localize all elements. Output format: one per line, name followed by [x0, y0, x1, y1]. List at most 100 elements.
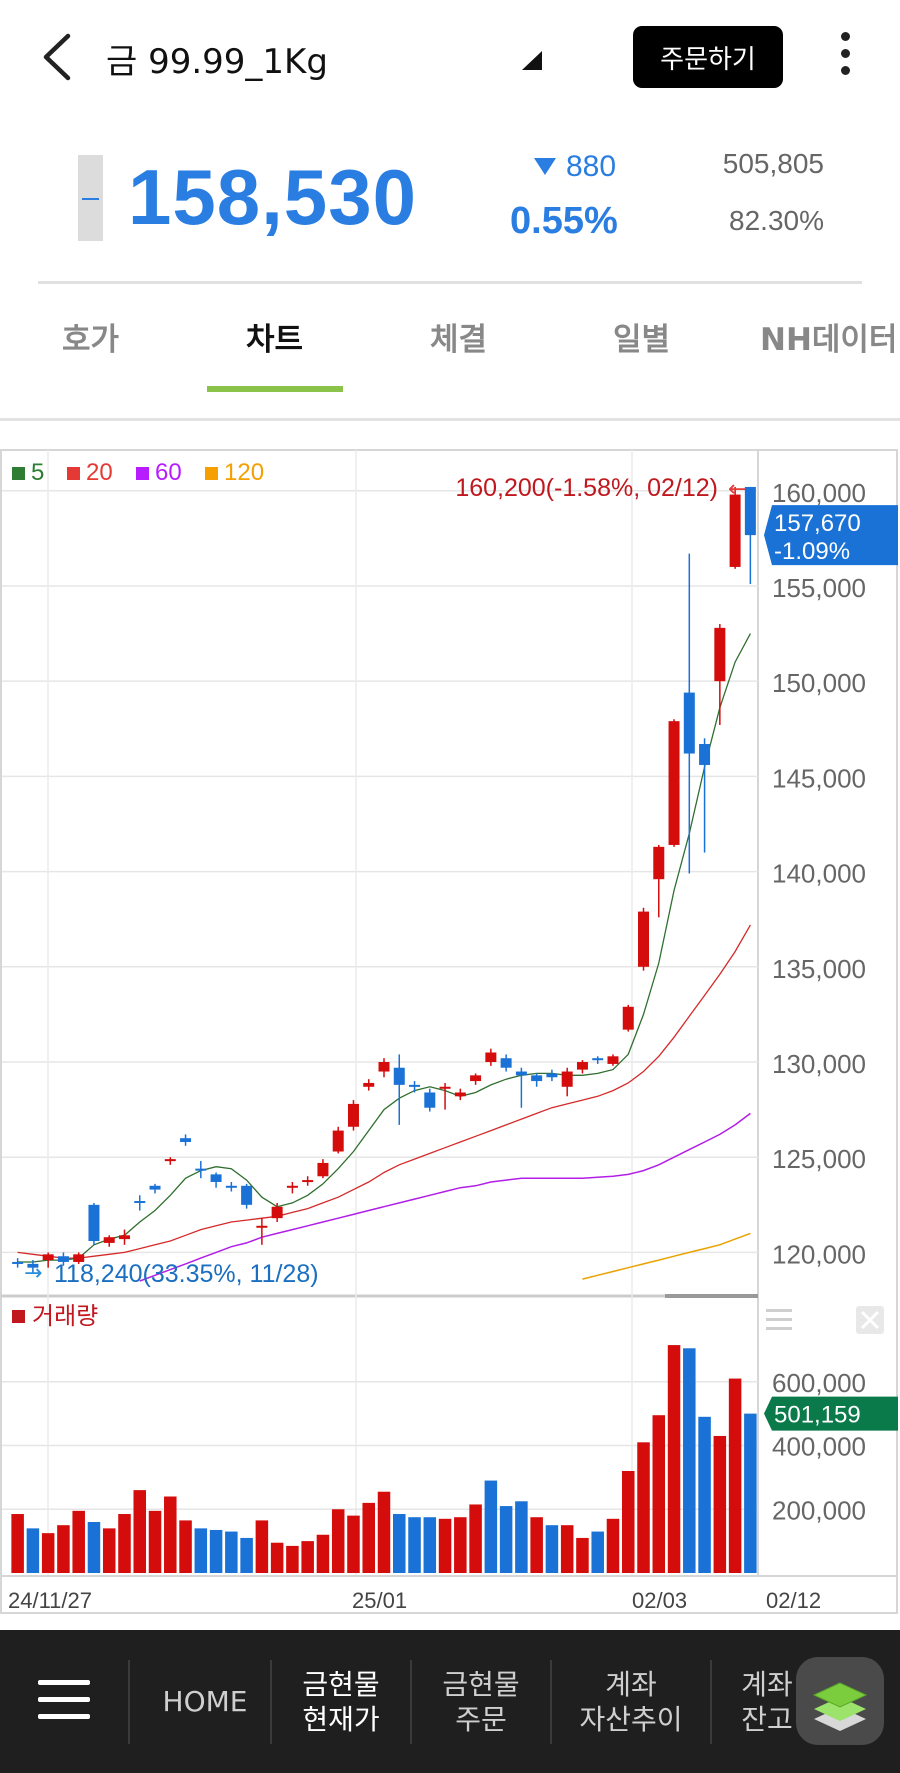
x-tick-label: 02/03: [632, 1588, 687, 1613]
volume-bar: [209, 1529, 223, 1573]
volume-bar: [683, 1348, 696, 1573]
candle-body: [88, 1204, 100, 1242]
volume-bar: [41, 1533, 55, 1573]
nav-gold-quote[interactable]: 금현물 현재가: [272, 1630, 410, 1773]
volume-bar: [560, 1525, 574, 1573]
candle-body: [714, 627, 726, 682]
volume-bar: [270, 1542, 284, 1573]
bottom-nav: HOME 금현물 현재가 금현물 주문 계좌 자산추이 계좌 잔고: [0, 1630, 900, 1773]
candle-body: [317, 1162, 329, 1177]
volume-bar: [499, 1506, 513, 1573]
current-price-label: 157,670: [774, 510, 861, 537]
volume-bar: [667, 1345, 681, 1573]
candle-body: [164, 1159, 176, 1162]
tab-daily[interactable]: 일별: [613, 322, 671, 358]
legend-swatch: [67, 467, 80, 480]
volume-bar: [148, 1510, 162, 1573]
price-chart[interactable]: 120,000 125,000 130,000 135,000 140,000 145,0…: [0, 448, 900, 1620]
volume-bar: [530, 1517, 543, 1573]
order-button[interactable]: 주문하기: [633, 26, 783, 88]
price-tick-label: 145,000: [772, 763, 866, 793]
nav-account-assets[interactable]: 계좌 자산추이: [552, 1630, 710, 1773]
mini-candle-icon: [78, 155, 103, 241]
layers-icon[interactable]: [796, 1657, 884, 1745]
chart-area[interactable]: 120,000 125,000 130,000 135,000 140,000 145,0…: [0, 448, 900, 1620]
volume-bar: [728, 1378, 742, 1573]
nav-account-balance[interactable]: 계좌 잔고: [712, 1630, 822, 1773]
price-tick-label: 120,000: [772, 1239, 866, 1269]
volume-bar: [454, 1517, 467, 1573]
trade-volume: 505,805: [722, 148, 824, 179]
high-price-annotation: 160,200(-1.58%, 02/12): [455, 474, 718, 502]
pane-menu-icon: [766, 1309, 792, 1312]
volume-bar: [240, 1537, 253, 1573]
candle-body: [576, 1062, 588, 1070]
volume-bar: [362, 1502, 375, 1573]
menu-icon[interactable]: [38, 1680, 90, 1724]
candle-body: [256, 1225, 268, 1228]
candle-body: [424, 1092, 436, 1108]
candle-body: [409, 1084, 421, 1087]
price-tick-label: 135,000: [772, 954, 866, 984]
nav-home[interactable]: HOME: [140, 1630, 270, 1773]
legend-swatch: [205, 467, 218, 480]
legend-label: 5: [31, 459, 44, 486]
price-tick-label: 155,000: [772, 573, 866, 603]
volume-bar: [255, 1520, 269, 1573]
chevron-left-icon[interactable]: [38, 30, 78, 84]
volume-bar: [87, 1522, 101, 1573]
moving-average-ma120: [582, 1232, 751, 1280]
tab-nh-data[interactable]: NH데이터: [760, 322, 898, 358]
candle-body: [561, 1071, 573, 1087]
legend-swatch: [12, 467, 25, 480]
down-arrow-icon: [534, 158, 556, 175]
nav-separator: [128, 1660, 130, 1744]
volume-bar: [179, 1520, 192, 1573]
price-tick-label: 160,000: [772, 478, 866, 508]
candle-body: [638, 911, 650, 967]
volume-tick-label: 400,000: [772, 1432, 866, 1462]
volume-bar: [744, 1413, 757, 1573]
pane-menu-icon: [766, 1318, 792, 1321]
candle-body: [42, 1254, 54, 1261]
volume-bar: [118, 1514, 131, 1573]
volume-bar: [621, 1471, 635, 1573]
volume-bar: [591, 1531, 604, 1573]
candle-body: [546, 1073, 558, 1078]
candle-body: [57, 1256, 69, 1262]
current-price: 158,530: [128, 153, 417, 241]
triangle-icon[interactable]: [522, 51, 542, 70]
candle-body: [363, 1082, 375, 1087]
volume-bar: [102, 1528, 116, 1573]
candle-body: [592, 1058, 604, 1061]
tabs-divider: [0, 418, 900, 421]
tab-chart[interactable]: 차트: [246, 322, 304, 358]
tab-orderbook[interactable]: 호가: [62, 322, 120, 358]
volume-bar: [194, 1528, 208, 1573]
volume-bar: [301, 1541, 314, 1573]
price-change: 880: [566, 150, 617, 183]
current-price-pct: -1.09%: [774, 538, 850, 565]
nav-gold-order[interactable]: 금현물 주문: [412, 1630, 550, 1773]
price-tick-label: 130,000: [772, 1049, 866, 1079]
x-tick-label: 24/11/27: [8, 1588, 92, 1613]
legend-label: 120: [224, 459, 264, 486]
candle-body: [515, 1071, 527, 1076]
more-vertical-icon[interactable]: [834, 32, 856, 82]
nav-separator: [710, 1660, 712, 1744]
volume-bar: [438, 1518, 452, 1573]
candle-body: [180, 1138, 192, 1142]
candle-body: [378, 1062, 390, 1072]
moving-average-ma20: [17, 924, 751, 1259]
price-change-percent: 0.55%: [510, 200, 618, 242]
candle-body: [699, 744, 711, 765]
tab-trades[interactable]: 체결: [430, 322, 488, 358]
candle-body: [607, 1056, 619, 1064]
price-tick-label: 125,000: [772, 1144, 866, 1174]
x-tick-label: 02/12: [766, 1588, 821, 1613]
legend-swatch: [136, 467, 149, 480]
page-title[interactable]: 금 99.99_1Kg: [106, 42, 328, 82]
chart-frame: [0, 449, 898, 1614]
volume-bar: [408, 1517, 421, 1573]
